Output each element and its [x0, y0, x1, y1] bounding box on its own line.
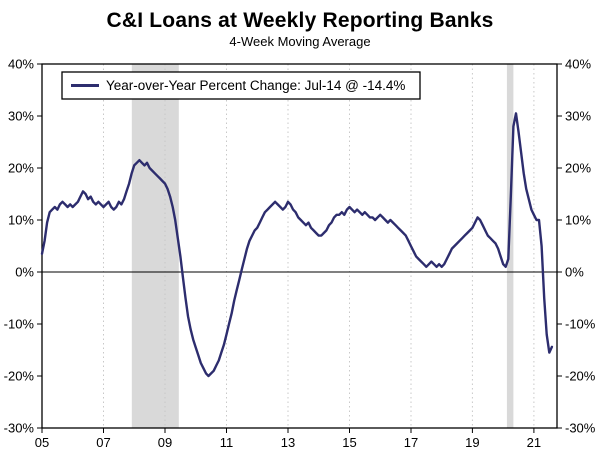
- data-line: [40, 112, 554, 378]
- y-axis-label-left: 10%: [8, 213, 34, 228]
- y-axis-label-left: 0%: [15, 265, 34, 280]
- x-axis-label: 21: [527, 435, 541, 450]
- y-axis-label-left: 30%: [8, 109, 34, 124]
- recession-band: [131, 64, 179, 428]
- y-axis-label-right: 40%: [565, 57, 591, 72]
- x-axis-label: 05: [35, 435, 49, 450]
- x-axis-label: 19: [465, 435, 479, 450]
- x-axis-label: 13: [281, 435, 295, 450]
- y-axis-label-left: -10%: [4, 317, 35, 332]
- y-axis-label-right: 10%: [565, 213, 591, 228]
- y-axis-label-right: 20%: [565, 161, 591, 176]
- legend-box: [61, 71, 421, 100]
- x-axis-label: 07: [96, 435, 110, 450]
- y-axis-label-right: 30%: [565, 109, 591, 124]
- y-axis-label-right: -30%: [565, 421, 596, 436]
- plot-border: [41, 63, 558, 429]
- chart-subtitle: 4-Week Moving Average: [229, 34, 371, 49]
- y-axis-label-right: 0%: [565, 265, 584, 280]
- legend: Year-over-Year Percent Change: Jul-14 @ …: [61, 71, 421, 100]
- x-axis-label: 17: [404, 435, 418, 450]
- chart-title: C&I Loans at Weekly Reporting Banks: [106, 9, 494, 32]
- recession-band: [506, 64, 514, 428]
- line-chart-svg: 40% 40% 30% 30% 20% 20% 10% 10% 0% 0% -10% -10% -20%…: [4, 57, 596, 451]
- x-axis-label: 09: [158, 435, 172, 450]
- x-axis-label: 15: [342, 435, 356, 450]
- y-axis-label-left: 40%: [8, 57, 34, 72]
- y-axis-label-left: 20%: [8, 161, 34, 176]
- x-axis-label: 11: [220, 435, 234, 450]
- y-axis-label-left: -30%: [4, 421, 35, 436]
- y-axis-label-right: -20%: [565, 369, 596, 384]
- y-axis-label-left: -20%: [4, 369, 35, 384]
- legend-label: Year-over-Year Percent Change: Jul-14 @ …: [106, 78, 405, 93]
- y-axis-label-right: -10%: [565, 317, 596, 332]
- chart-area: 40% 40% 30% 30% 20% 20% 10% 10% 0% 0% -10% -10% -20%…: [0, 56, 600, 464]
